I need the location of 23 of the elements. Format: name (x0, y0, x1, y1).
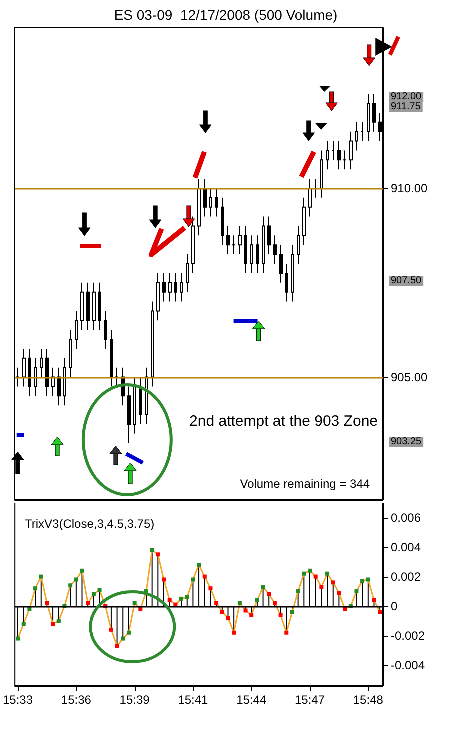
x-tick-label: 15:33 (3, 693, 34, 707)
x-tick-label: 15:44 (236, 693, 267, 707)
y-tick-label: -0.004 (391, 658, 426, 672)
y-tick-label: 0 (391, 599, 398, 614)
y-tick-label: 910.00 (391, 181, 428, 196)
y-tick-label: -0.002 (391, 628, 426, 643)
text: 912.00 (391, 92, 422, 102)
x-tick-label: 15:48 (353, 693, 384, 707)
text: TrixV3(Close,3,4.5,3.75) (25, 517, 155, 531)
x-tick-label: 15:39 (120, 693, 150, 707)
x-tick-label: 15:36 (61, 693, 92, 707)
annotation: 2nd attempt at the 903 Zone (190, 413, 378, 430)
x-tick-label: 15:41 (178, 693, 209, 707)
text: 903.25 (391, 436, 422, 448)
y-tick-label: 0.002 (391, 570, 422, 584)
y-tick-label: 905.00 (391, 370, 428, 384)
chart-title: ES 03-09 12/17/2008 (500 Volume) (114, 7, 338, 23)
text: 907.50 (391, 276, 422, 286)
y-tick-label: 0.006 (391, 510, 422, 525)
y-tick-label: 0.004 (391, 540, 422, 554)
x-tick-label: 15:47 (294, 693, 326, 707)
annotation: Volume remaining = 344 (240, 477, 370, 491)
text: 911.75 (391, 102, 422, 112)
